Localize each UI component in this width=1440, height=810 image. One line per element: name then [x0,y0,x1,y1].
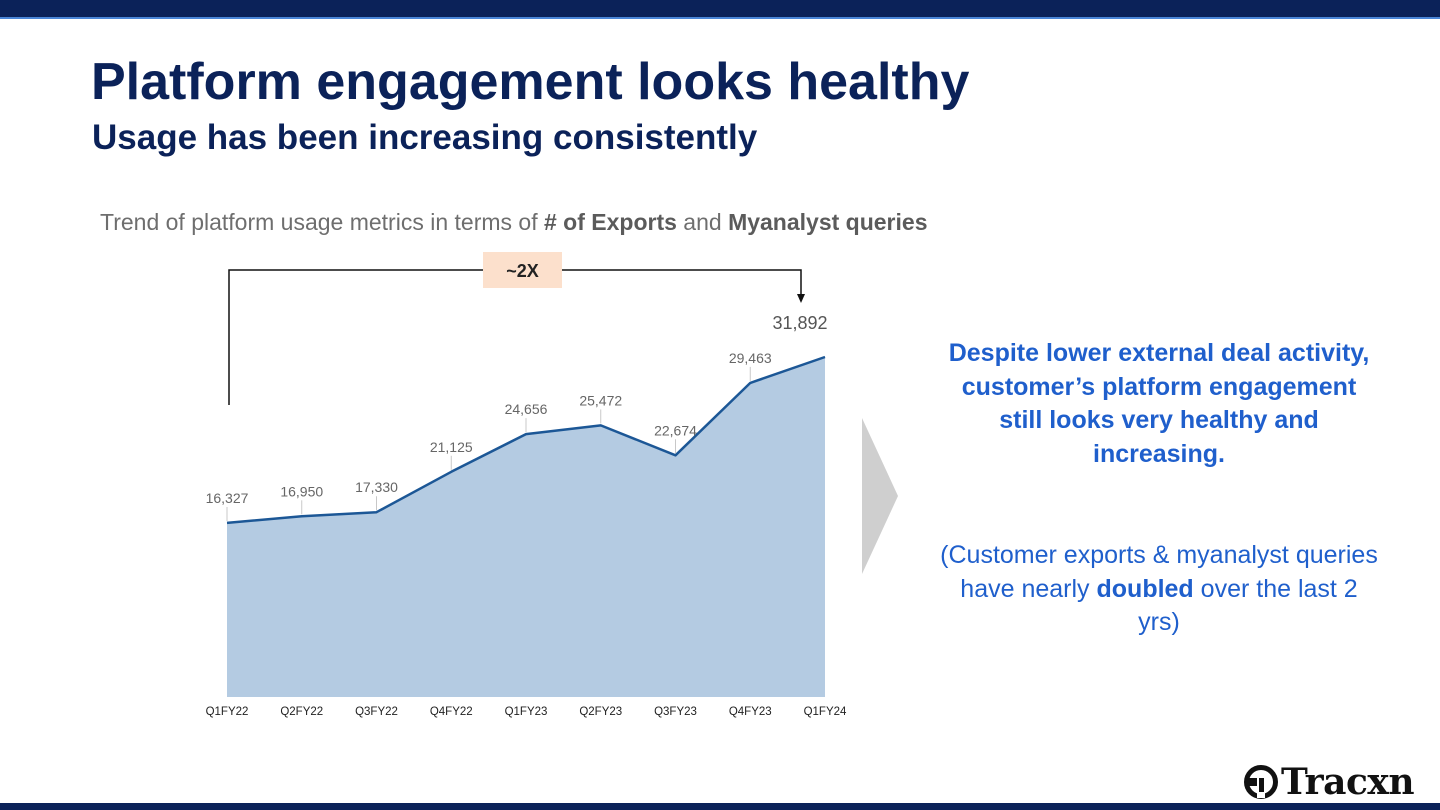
data-label: 29,463 [729,350,772,366]
top-bar-accent-line [0,17,1440,19]
data-label: 16,327 [206,490,249,506]
x-tick-label: Q2FY23 [579,706,622,718]
logo-text: Tracxn [1281,761,1415,803]
chevron-right-icon [862,418,898,574]
label-leaders [226,366,751,521]
data-label: 24,656 [505,401,548,417]
growth-bracket: ~2X [228,252,805,405]
data-label: 25,472 [579,392,622,408]
top-bar [0,0,1440,17]
data-label: 31,892 [772,313,827,333]
x-tick-label: Q3FY23 [654,706,697,718]
bracket-line [228,269,802,405]
x-tick-label: Q4FY23 [729,706,772,718]
data-labels: 16,327 16,950 17,330 21,125 24,656 25,472 22,6… [206,313,828,506]
x-tick-label: Q1FY23 [505,706,548,718]
growth-badge-label: ~2X [506,261,539,281]
x-tick-label: Q1FY24 [804,706,847,718]
page-subtitle: Usage has been increasing consistently [92,118,758,157]
caption-exports: # of Exports [543,209,677,235]
bottom-bar [0,803,1440,810]
data-label: 21,125 [430,439,473,455]
x-tick-label: Q4FY22 [430,706,473,718]
tracxn-logo: Tracxn [1243,761,1415,803]
callout-note-suffix: over the last 2 yrs) [1138,574,1358,637]
chart-caption: Trend of platform usage metrics in terms… [100,209,927,236]
series-line [226,355,826,525]
data-label: 16,950 [280,483,323,499]
series-area [227,357,825,697]
x-tick-label: Q3FY22 [355,706,398,718]
series-area-fill [227,357,825,697]
x-tick-labels: Q1FY22 Q2FY22 Q3FY22 Q4FY22 Q1FY23 Q2FY23 Q3FY… [206,706,847,718]
data-label: 22,674 [654,422,697,438]
series-line-group [226,355,826,525]
caption-middle: and [676,209,729,235]
growth-badge-bg [483,252,562,288]
callout-note-prefix: (Customer exports & myanalyst queries ha… [940,541,1378,603]
x-tick-label: Q2FY22 [280,706,323,718]
callout-main-text: Despite lower external deal activity, cu… [948,339,1370,468]
bracket-arrowhead [797,294,805,303]
caption-queries: Myanalyst queries [728,209,928,235]
data-label: 17,330 [355,479,398,495]
tracxn-logo-icon [1244,765,1278,799]
x-tick-label: Q1FY22 [206,706,249,718]
callout-note-text: (Customer exports & myanalyst queries ha… [940,539,1378,640]
usage-area-chart: ~2X 16,327 16,950 17,330 21,125 24,656 25,472… [206,252,847,718]
caption-prefix: Trend of platform usage metrics in terms… [100,209,544,235]
page-title: Platform engagement looks healthy [91,53,970,111]
callout-note-bold: doubled [1096,574,1194,603]
